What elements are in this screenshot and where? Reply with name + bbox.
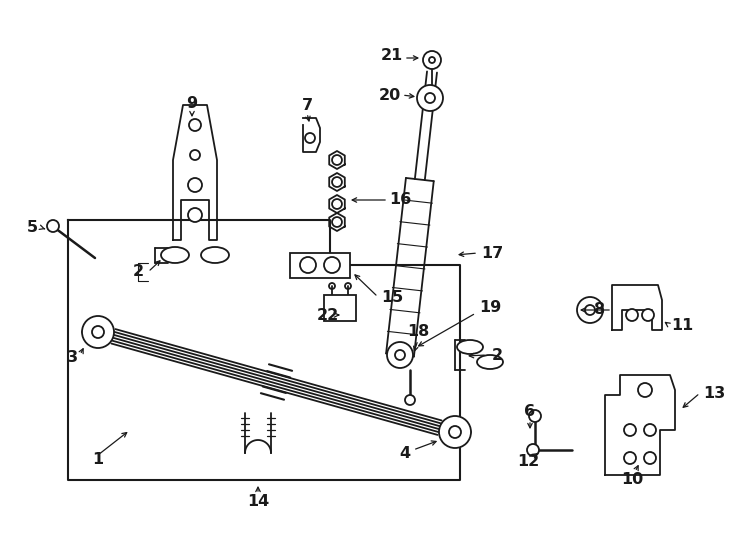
Circle shape [624, 424, 636, 436]
Circle shape [189, 119, 201, 131]
Text: 20: 20 [379, 87, 401, 103]
Ellipse shape [477, 355, 503, 369]
Text: 13: 13 [703, 386, 725, 401]
Circle shape [405, 395, 415, 405]
Text: 14: 14 [247, 495, 269, 510]
Bar [324, 295, 356, 321]
Circle shape [188, 178, 202, 192]
Text: 15: 15 [381, 289, 403, 305]
Text: 16: 16 [389, 192, 411, 207]
Text: 5: 5 [26, 220, 37, 235]
Circle shape [423, 51, 441, 69]
Text: 17: 17 [481, 246, 503, 260]
Circle shape [305, 133, 315, 143]
Text: 19: 19 [479, 300, 501, 314]
Circle shape [47, 220, 59, 232]
Text: 2: 2 [492, 348, 503, 362]
Circle shape [324, 257, 340, 273]
Circle shape [626, 309, 638, 321]
Circle shape [529, 410, 541, 422]
Text: 7: 7 [302, 98, 313, 112]
Text: 9: 9 [186, 96, 197, 111]
Circle shape [577, 297, 603, 323]
Circle shape [644, 424, 656, 436]
Ellipse shape [201, 247, 229, 263]
Bar [290, 253, 350, 278]
Circle shape [82, 316, 114, 348]
Circle shape [644, 452, 656, 464]
Text: 4: 4 [399, 446, 410, 461]
Text: 1: 1 [92, 453, 103, 468]
Text: 6: 6 [524, 404, 536, 420]
Circle shape [439, 416, 471, 448]
Text: 2: 2 [132, 265, 144, 280]
Circle shape [190, 150, 200, 160]
Circle shape [188, 208, 202, 222]
Circle shape [387, 342, 413, 368]
Text: 11: 11 [671, 318, 693, 333]
Text: 22: 22 [317, 307, 339, 322]
Ellipse shape [161, 247, 189, 263]
Circle shape [527, 444, 539, 456]
Circle shape [417, 85, 443, 111]
Text: 18: 18 [407, 325, 429, 340]
Circle shape [624, 452, 636, 464]
Circle shape [638, 383, 652, 397]
Text: 21: 21 [381, 48, 403, 63]
Ellipse shape [457, 340, 483, 354]
Circle shape [642, 309, 654, 321]
Text: 12: 12 [517, 455, 539, 469]
Circle shape [300, 257, 316, 273]
Text: 8: 8 [595, 302, 606, 318]
Text: 10: 10 [621, 472, 643, 488]
Text: 3: 3 [67, 350, 78, 366]
